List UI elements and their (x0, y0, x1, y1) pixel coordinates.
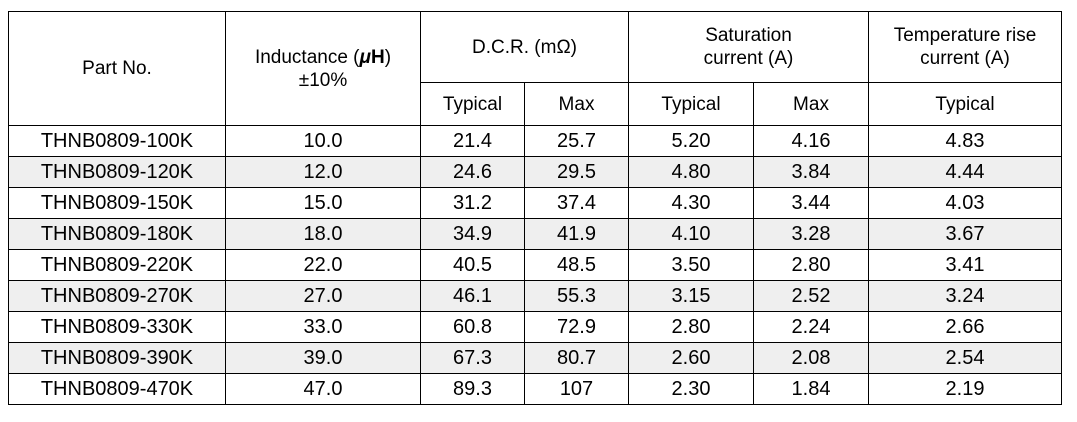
cell-saturation-typical: 4.10 (628, 218, 754, 250)
cell-inductance: 22.0 (225, 249, 421, 281)
cell-part-no: THNB0809-470K (8, 373, 226, 405)
cell-part-no: THNB0809-220K (8, 249, 226, 281)
table-row: THNB0809-120K 12.0 24.6 29.5 4.80 3.84 4… (8, 156, 1062, 188)
table-row: THNB0809-330K 33.0 60.8 72.9 2.80 2.24 2… (8, 311, 1062, 343)
cell-inductance: 10.0 (225, 125, 421, 157)
cell-inductance: 39.0 (225, 342, 421, 374)
subheader-saturation-max: Max (753, 82, 869, 126)
cell-inductance: 15.0 (225, 187, 421, 219)
cell-temperature-typical: 3.67 (868, 218, 1062, 250)
cell-saturation-max: 3.84 (753, 156, 869, 188)
cell-dcr-typical: 89.3 (420, 373, 525, 405)
subheader-row: Typical Max Typical Max Typical (9, 82, 1062, 126)
subheader-dcr-max: Max (524, 82, 629, 126)
cell-dcr-max: 55.3 (524, 280, 629, 312)
cell-dcr-typical: 21.4 (420, 125, 525, 157)
cell-dcr-typical: 24.6 (420, 156, 525, 188)
cell-dcr-typical: 34.9 (420, 218, 525, 250)
header-part-no: Part No. (8, 11, 226, 126)
cell-saturation-typical: 2.80 (628, 311, 754, 343)
subheader-saturation-typical: Typical (628, 82, 754, 126)
cell-part-no: THNB0809-120K (8, 156, 226, 188)
cell-inductance: 47.0 (225, 373, 421, 405)
header-dcr: D.C.R. (mΩ) (420, 11, 629, 83)
cell-saturation-typical: 3.15 (628, 280, 754, 312)
subheader-temperature-typical: Typical (868, 82, 1062, 126)
cell-saturation-max: 2.24 (753, 311, 869, 343)
cell-saturation-max: 3.28 (753, 218, 869, 250)
cell-dcr-max: 107 (524, 373, 629, 405)
cell-part-no: THNB0809-270K (8, 280, 226, 312)
table-row: THNB0809-100K 10.0 21.4 25.7 5.20 4.16 4… (8, 125, 1062, 157)
table-row: THNB0809-270K 27.0 46.1 55.3 3.15 2.52 3… (8, 280, 1062, 312)
cell-dcr-max: 25.7 (524, 125, 629, 157)
cell-dcr-typical: 67.3 (420, 342, 525, 374)
cell-dcr-max: 80.7 (524, 342, 629, 374)
table-row: THNB0809-150K 15.0 31.2 37.4 4.30 3.44 4… (8, 187, 1062, 219)
subheader-dcr-typical: Typical (420, 82, 525, 126)
header-inductance: Inductance (μH) ±10% (225, 11, 421, 126)
table-row: THNB0809-180K 18.0 34.9 41.9 4.10 3.28 3… (8, 218, 1062, 250)
cell-dcr-typical: 60.8 (420, 311, 525, 343)
inductance-tolerance: ±10% (298, 69, 348, 91)
cell-temperature-typical: 3.41 (868, 249, 1062, 281)
cell-temperature-typical: 4.44 (868, 156, 1062, 188)
cell-saturation-max: 2.80 (753, 249, 869, 281)
cell-part-no: THNB0809-100K (8, 125, 226, 157)
table-body: THNB0809-100K 10.0 21.4 25.7 5.20 4.16 4… (8, 125, 1062, 405)
cell-temperature-typical: 3.24 (868, 280, 1062, 312)
cell-saturation-max: 4.16 (753, 125, 869, 157)
header-temperature-rise-current: Temperature rise current (A) (868, 11, 1062, 83)
table-row: THNB0809-470K 47.0 89.3 107 2.30 1.84 2.… (8, 373, 1062, 405)
cell-temperature-typical: 2.66 (868, 311, 1062, 343)
cell-saturation-max: 2.52 (753, 280, 869, 312)
header-row: Part No. Inductance (μH) ±10% D.C.R. (mΩ… (8, 11, 1062, 126)
cell-part-no: THNB0809-390K (8, 342, 226, 374)
cell-saturation-typical: 4.80 (628, 156, 754, 188)
cell-temperature-typical: 2.19 (868, 373, 1062, 405)
table-row: THNB0809-390K 39.0 67.3 80.7 2.60 2.08 2… (8, 342, 1062, 374)
cell-dcr-max: 48.5 (524, 249, 629, 281)
cell-part-no: THNB0809-180K (8, 218, 226, 250)
cell-saturation-typical: 3.50 (628, 249, 754, 281)
cell-saturation-typical: 5.20 (628, 125, 754, 157)
micro-symbol: μ (359, 46, 371, 68)
cell-dcr-typical: 31.2 (420, 187, 525, 219)
cell-saturation-typical: 2.30 (628, 373, 754, 405)
header-saturation-current: Saturation current (A) (628, 11, 869, 83)
cell-saturation-typical: 2.60 (628, 342, 754, 374)
cell-part-no: THNB0809-150K (8, 187, 226, 219)
cell-saturation-typical: 4.30 (628, 187, 754, 219)
cell-temperature-typical: 2.54 (868, 342, 1062, 374)
cell-inductance: 27.0 (225, 280, 421, 312)
inductor-spec-table: Part No. Inductance (μH) ±10% D.C.R. (mΩ… (8, 11, 1062, 405)
cell-dcr-max: 72.9 (524, 311, 629, 343)
table-row: THNB0809-220K 22.0 40.5 48.5 3.50 2.80 3… (8, 249, 1062, 281)
cell-inductance: 12.0 (225, 156, 421, 188)
cell-saturation-max: 3.44 (753, 187, 869, 219)
cell-dcr-typical: 40.5 (420, 249, 525, 281)
cell-dcr-max: 37.4 (524, 187, 629, 219)
cell-inductance: 18.0 (225, 218, 421, 250)
cell-inductance: 33.0 (225, 311, 421, 343)
cell-dcr-max: 41.9 (524, 218, 629, 250)
cell-temperature-typical: 4.83 (868, 125, 1062, 157)
cell-part-no: THNB0809-330K (8, 311, 226, 343)
cell-temperature-typical: 4.03 (868, 187, 1062, 219)
cell-saturation-max: 1.84 (753, 373, 869, 405)
cell-dcr-typical: 46.1 (420, 280, 525, 312)
cell-saturation-max: 2.08 (753, 342, 869, 374)
cell-dcr-max: 29.5 (524, 156, 629, 188)
